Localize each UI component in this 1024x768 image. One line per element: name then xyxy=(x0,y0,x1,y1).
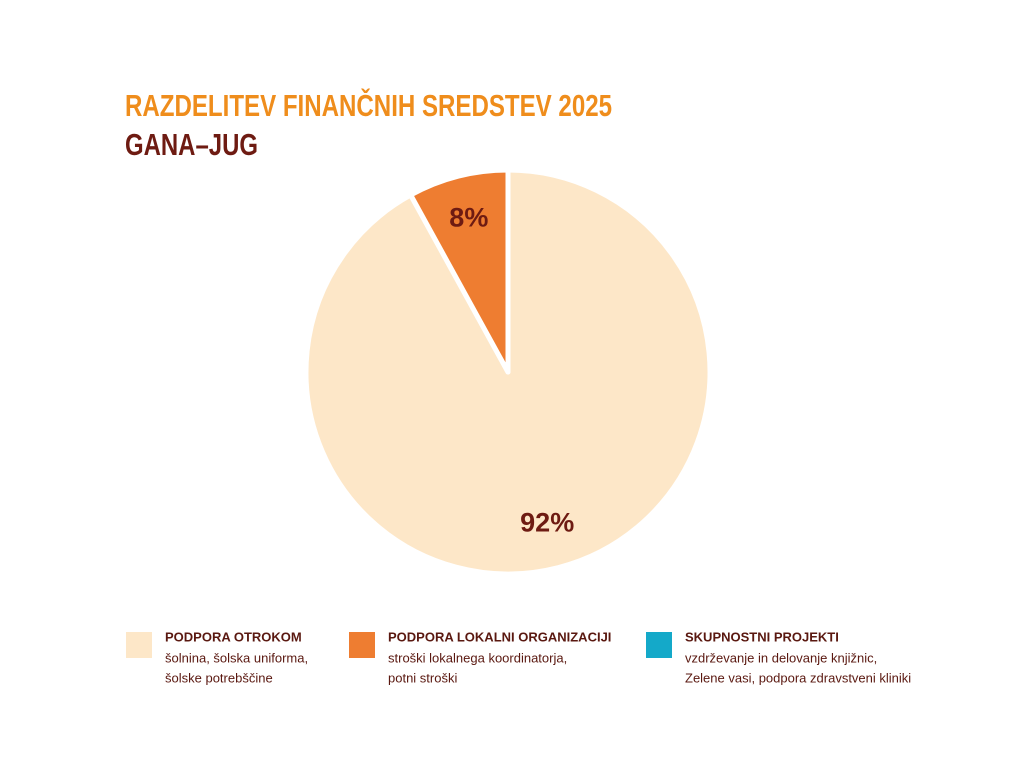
chart-title: RAZDELITEV FINANČNIH SREDSTEV 2025 xyxy=(125,87,612,123)
chart-subtitle: GANA–JUG xyxy=(125,127,258,162)
legend-description: šolske potrebščine xyxy=(165,670,273,685)
legend-description: Zelene vasi, podpora zdravstveni kliniki xyxy=(685,670,911,685)
legend-label: PODPORA LOKALNI ORGANIZACIJI xyxy=(388,629,611,644)
pie: 92% 8% xyxy=(303,167,713,577)
data-label: 8% xyxy=(449,203,488,233)
data-label: 92% xyxy=(520,508,574,538)
legend-swatch xyxy=(646,632,672,658)
legend-label: SKUPNOSTNI PROJEKTI xyxy=(685,629,839,644)
legend-description: šolnina, šolska uniforma, xyxy=(165,650,308,665)
legend-description: vzdrževanje in delovanje knjižnic, xyxy=(685,650,877,665)
legend: PODPORA OTROKOM šolnina, šolska uniforma,… xyxy=(126,629,911,685)
legend-swatch xyxy=(349,632,375,658)
legend-description: potni stroški xyxy=(388,670,457,685)
legend-swatch xyxy=(126,632,152,658)
pie-slice xyxy=(408,167,511,375)
legend-label: PODPORA OTROKOM xyxy=(165,629,302,644)
legend-description: stroški lokalnega koordinatorja, xyxy=(388,650,567,665)
